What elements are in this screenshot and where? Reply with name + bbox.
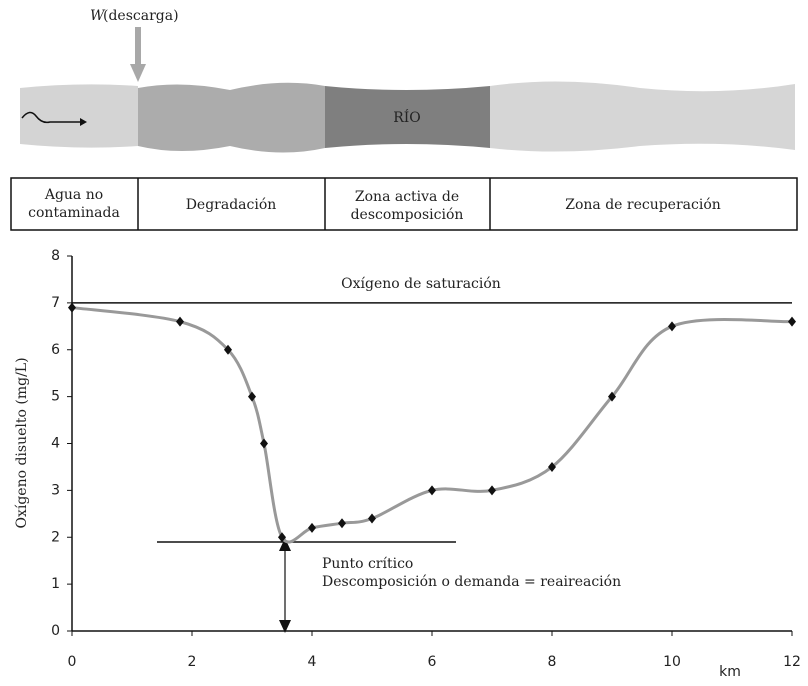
zone-label: Zona de recuperación — [565, 197, 721, 213]
discharge-arrowhead — [130, 64, 146, 82]
critical-arrowhead — [279, 538, 291, 551]
flow-arrowhead — [80, 118, 87, 126]
data-point — [224, 344, 232, 355]
saturation-label: Oxígeno de saturación — [341, 276, 501, 292]
annotation: Descomposición o demanda = reaireación — [322, 574, 621, 590]
data-point — [548, 461, 556, 472]
flow-arrow — [21, 111, 80, 124]
data-point — [788, 316, 796, 327]
data-point — [368, 513, 376, 524]
zone-label: Agua no — [44, 187, 103, 203]
river-clean — [20, 84, 138, 148]
data-point — [608, 391, 616, 402]
data-point — [260, 438, 268, 449]
y-tick-label: 5 — [51, 389, 60, 405]
x-tick-label: 4 — [308, 654, 317, 670]
y-tick-label: 3 — [51, 482, 60, 498]
y-tick-label: 6 — [51, 342, 60, 358]
zone-label: Zona activa de — [355, 189, 459, 205]
river-label: RÍO — [393, 108, 421, 126]
discharge-arrow-shaft — [135, 27, 141, 67]
data-point — [428, 485, 436, 496]
data-point — [488, 485, 496, 496]
x-tick-label: 6 — [428, 654, 437, 670]
zone-label: Degradación — [186, 197, 277, 213]
annotation: Punto crítico — [322, 556, 413, 572]
x-tick-label: 10 — [663, 654, 681, 670]
data-point — [68, 302, 76, 313]
y-tick-label: 4 — [51, 436, 60, 452]
y-tick-label: 1 — [51, 576, 60, 592]
y-axis-label: Oxígeno disuelto (mg/L) — [14, 357, 30, 528]
x-tick-label: 12 — [783, 654, 801, 670]
data-point — [278, 532, 286, 543]
zone-label: descomposición — [351, 207, 464, 223]
y-tick-label: 7 — [51, 295, 60, 311]
oxygen-curve — [71, 306, 793, 544]
x-tick-label: 8 — [548, 654, 557, 670]
river-recovery — [490, 81, 795, 152]
x-tick-label: 0 — [68, 654, 77, 670]
data-point — [176, 316, 184, 327]
river-active — [325, 86, 490, 148]
data-point — [248, 391, 256, 402]
data-point — [668, 321, 676, 332]
y-tick-label: 0 — [51, 623, 60, 639]
critical-arrowhead — [279, 620, 291, 633]
discharge-symbol: W — [90, 8, 106, 24]
river-degradation — [138, 82, 325, 153]
zone-label: contaminada — [28, 205, 120, 221]
y-tick-label: 2 — [51, 529, 60, 545]
discharge-label: (descarga) — [103, 8, 179, 24]
x-axis-label: km — [719, 664, 741, 680]
zone-table — [10, 177, 798, 231]
x-tick-label: 2 — [188, 654, 197, 670]
data-point — [308, 522, 316, 533]
data-point — [338, 518, 346, 529]
y-tick-label: 8 — [51, 248, 60, 264]
